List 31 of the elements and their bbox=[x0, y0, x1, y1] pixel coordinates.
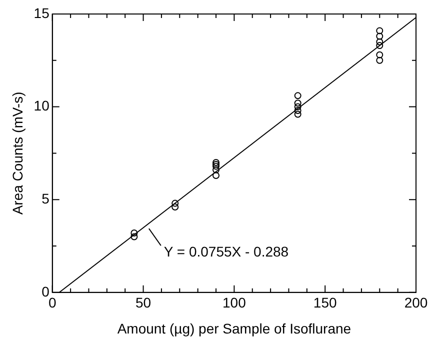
point bbox=[212, 158, 220, 166]
point bbox=[212, 172, 220, 179]
point bbox=[376, 27, 384, 34]
y-tick-label: 5 bbox=[42, 190, 50, 206]
x-axis-title: Amount (µg) per Sample of Isoflurane bbox=[117, 320, 352, 336]
y-axis-title: Area Counts (mV-s) bbox=[9, 92, 26, 215]
point bbox=[212, 162, 220, 170]
point bbox=[294, 110, 302, 118]
point bbox=[294, 107, 302, 114]
annotation: Y = 0.0755X - 0.288 bbox=[164, 243, 289, 260]
x-tick-label: 150 bbox=[313, 294, 337, 311]
y-tick-label: 0 bbox=[42, 283, 50, 300]
point bbox=[294, 92, 302, 100]
y-tick-label: 10 bbox=[34, 98, 50, 114]
point bbox=[172, 200, 179, 207]
point bbox=[294, 100, 302, 107]
point bbox=[376, 56, 384, 64]
point bbox=[212, 166, 220, 174]
point bbox=[172, 204, 179, 211]
x-tick-label: 200 bbox=[404, 294, 428, 311]
point bbox=[130, 230, 138, 237]
point bbox=[130, 233, 138, 240]
y-tick-label: 15 bbox=[34, 4, 50, 21]
point bbox=[376, 51, 384, 58]
x-tick-label: 100 bbox=[222, 294, 246, 311]
point bbox=[294, 103, 302, 110]
point bbox=[212, 160, 220, 168]
point bbox=[376, 32, 384, 40]
point bbox=[376, 42, 384, 50]
x-tick-label: 50 bbox=[135, 294, 152, 311]
point bbox=[376, 38, 384, 46]
